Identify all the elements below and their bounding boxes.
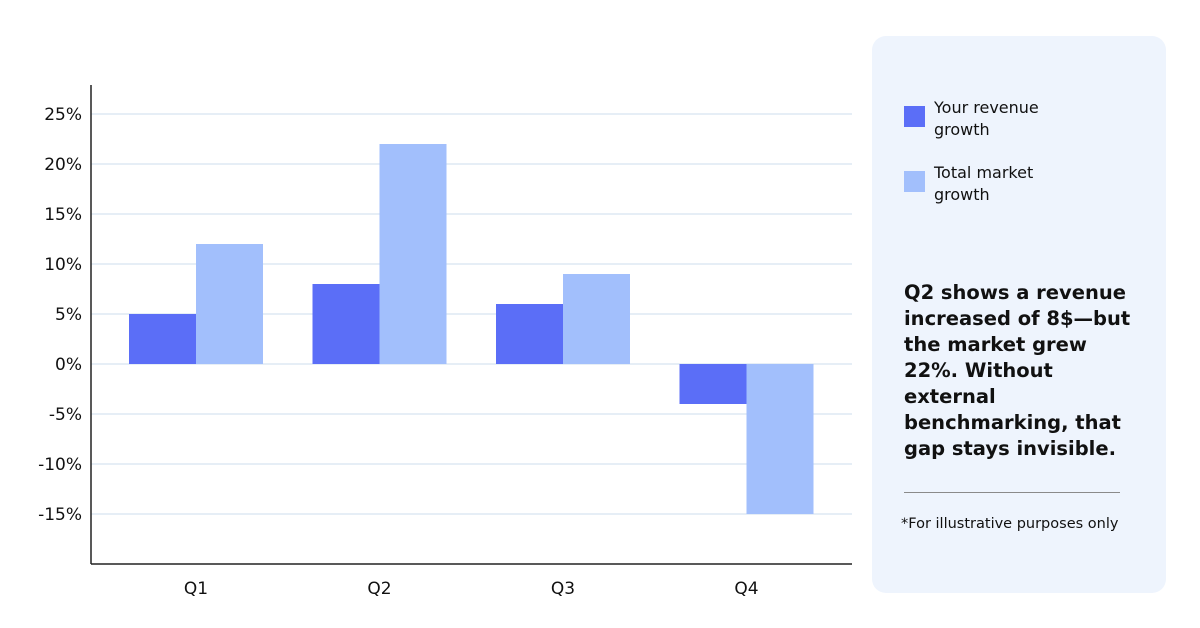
legend-label-your-revenue: Your revenue growth [934, 98, 1039, 139]
bar-q2-series-1 [379, 144, 447, 364]
bar-q4-series-1 [746, 364, 814, 514]
x-category-label: Q2 [367, 579, 391, 599]
y-tick-label: 25% [44, 105, 82, 125]
y-tick-label: 0% [55, 355, 82, 375]
bar-q3-series-0 [496, 304, 563, 364]
legend-label-total-market: Total market growth [934, 163, 1034, 204]
bar-q4-series-0 [679, 364, 747, 404]
x-category-labels: Q1 Q2 Q3 Q4 [184, 579, 759, 599]
y-tick-label: -10% [38, 455, 82, 475]
callout-text: Q2 shows a revenue increased of 8$—but t… [904, 281, 1131, 460]
footnote: *For illustrative purposes only [901, 516, 1119, 532]
legend-item-total-market: Total market growth [904, 162, 1064, 206]
x-category-label: Q1 [184, 579, 208, 599]
bar-chart: 25% 20% 15% 10% 5% 0% -5% -10% -15% Q1 Q2 Q3 Q4 [38, 85, 852, 599]
y-tick-label: -5% [49, 405, 82, 425]
y-tick-label: 15% [44, 205, 82, 225]
y-tick-label: 20% [44, 155, 82, 175]
legend-swatch-total-market [904, 171, 925, 192]
legend-item-your-revenue: Your revenue growth [904, 97, 1064, 141]
bar-q1-series-0 [129, 314, 196, 364]
axes [90, 85, 852, 565]
legend-swatch-your-revenue [904, 106, 925, 127]
y-tick-labels: 25% 20% 15% 10% 5% 0% -5% -10% -15% [38, 105, 82, 525]
bars [129, 144, 814, 514]
info-panel: Your revenue growth Total market growth … [872, 36, 1166, 593]
bar-q2-series-0 [312, 284, 380, 364]
y-tick-label: 10% [44, 255, 82, 275]
x-category-label: Q4 [734, 579, 758, 599]
divider [904, 492, 1120, 493]
y-tick-label: 5% [55, 305, 82, 325]
bar-q1-series-1 [196, 244, 263, 364]
chart-area: 25% 20% 15% 10% 5% 0% -5% -10% -15% Q1 Q2 Q3 Q4 [38, 85, 852, 599]
bar-q3-series-1 [563, 274, 630, 364]
x-category-label: Q3 [551, 579, 575, 599]
y-tick-label: -15% [38, 505, 82, 525]
